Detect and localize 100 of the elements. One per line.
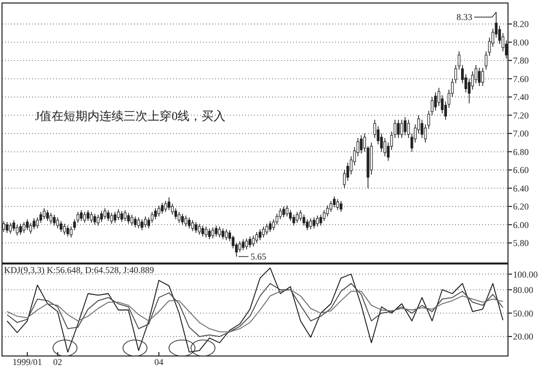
candlestick [168,196,170,210]
y-tick-label: 6.80 [513,146,530,157]
candlestick [299,210,302,222]
candlestick [22,222,26,234]
candlestick [9,222,12,234]
candlestick [114,212,116,224]
candlestick [6,222,8,234]
candlestick [397,119,400,138]
candlestick [154,208,157,220]
candlestick [289,210,292,222]
candlestick [120,210,124,222]
candlestick [181,213,184,226]
candlestick [292,214,296,226]
candlestick [286,205,288,217]
candlestick [184,215,188,227]
candlestick [262,226,265,238]
candlestick [224,228,228,241]
y-tick-label: 6.20 [513,202,530,212]
candlestick [56,216,60,229]
candlestick [302,214,306,226]
candlestick [110,212,113,224]
candlestick [32,218,36,230]
candlestick [96,214,100,226]
candlestick [222,228,224,240]
candlestick [316,215,319,227]
x-tick-label: 04 [154,357,164,367]
candlestick [137,216,140,229]
y-tick-label: 7.40 [513,92,530,102]
candlestick [104,208,106,220]
candlestick [420,119,424,138]
candlestick [400,119,404,138]
candlestick [42,208,46,220]
candlestick [404,116,406,136]
y-tick-label: 100.00 [513,269,538,280]
candlestick [204,226,208,238]
candlestick [245,238,248,250]
candlestick [282,206,286,218]
y-tick-label: 7.20 [513,110,530,120]
candlestick [478,67,481,86]
candlestick [12,220,16,232]
candlestick [63,223,66,236]
y-tick-label: 8.20 [513,19,530,30]
candlestick [252,235,255,247]
candlestick [188,216,191,229]
x-tick-label: 02 [53,357,62,367]
candlestick [332,196,336,208]
candlestick [117,208,120,221]
annotation: J值在短期内连续三次上穿0线，买入 [35,109,226,123]
candlestick [134,216,137,228]
candlestick [90,212,93,224]
candlestick [214,225,218,237]
candlestick [201,225,204,237]
candlestick [248,236,252,248]
candlestick [319,214,322,226]
y-tick-label: 50.00 [513,308,534,318]
line-series [6,283,504,337]
candlestick [164,200,167,212]
candlestick [434,92,437,112]
y-tick-label: 6.00 [513,220,530,230]
candlestick [340,200,342,212]
y-tick-label: 7.80 [513,56,530,66]
candlestick [80,210,83,222]
y-tick-label: 6.60 [513,165,530,176]
annotation: 8.33 [456,12,473,22]
candlestick [60,220,62,232]
candlestick [106,210,110,222]
candlestick [326,205,329,217]
candlestick [322,210,326,222]
y-tick-label: 20.00 [513,332,534,342]
candlestick [144,216,147,228]
annotation: 5.65 [250,252,267,262]
candlestick [194,222,198,234]
candlestick [178,212,180,224]
y-tick-label: 5.80 [513,238,530,248]
candlestick [265,223,268,236]
candlestick [130,214,134,226]
candlestick [127,212,130,224]
candlestick [258,228,262,241]
candlestick [174,208,178,220]
candlestick [16,224,19,236]
candlestick [384,138,386,157]
candlestick [140,218,144,231]
candlestick [238,240,242,252]
candlestick [208,228,211,240]
candlestick [242,238,245,251]
candlestick [437,87,440,106]
y-tick-label: 7.60 [513,74,530,84]
chart-title: KDJ(9,3,3) K:56.648, D:64.528, J:40.889 [4,265,154,275]
y-tick-label: 80.00 [513,284,534,295]
candlestick [158,205,160,217]
candlestick [46,210,49,222]
candlestick [29,222,32,234]
candlestick [296,212,299,224]
y-tick-label: 8.00 [513,37,530,48]
candlestick [52,214,56,226]
candlestick [26,218,29,231]
line-series [6,289,504,332]
y-tick-label: 6.40 [513,183,530,194]
x-tick-label: 1999/01 [12,357,42,367]
candlestick [93,213,96,226]
